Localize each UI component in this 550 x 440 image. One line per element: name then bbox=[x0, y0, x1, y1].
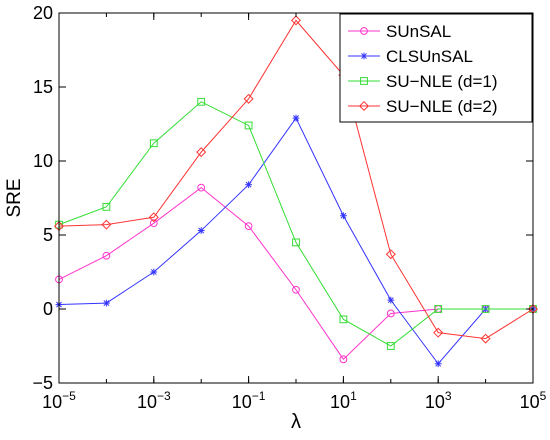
legend-item: CLSUnSAL bbox=[348, 47, 473, 66]
data-point bbox=[290, 15, 302, 26]
data-point bbox=[434, 305, 443, 313]
data-point bbox=[103, 299, 110, 307]
series-layer bbox=[53, 15, 539, 368]
legend-swatch-marker bbox=[360, 77, 368, 85]
x-tick-label: 10−1 bbox=[232, 389, 266, 412]
axes-layer: 10−5 10−3 10−1 101 103 105 −5 0 5 10 15 20 bbox=[32, 3, 546, 412]
legend-label: SUnSAL bbox=[386, 22, 451, 41]
legend-label: SU−NLE (d=2) bbox=[386, 97, 498, 116]
legend-item: SU−NLE (d=1) bbox=[348, 72, 498, 91]
x-tick-label: 105 bbox=[520, 389, 547, 412]
data-point bbox=[197, 97, 206, 106]
y-axis-label: SRE bbox=[4, 178, 25, 217]
legend-item: SU−NLE (d=2) bbox=[348, 97, 498, 116]
data-point bbox=[481, 305, 490, 313]
data-point bbox=[386, 342, 395, 350]
data-point bbox=[243, 93, 254, 104]
data-point bbox=[292, 285, 300, 294]
x-tick-label: 10−5 bbox=[42, 389, 76, 412]
series-line bbox=[58, 19, 534, 340]
series-4 bbox=[53, 15, 539, 344]
data-point bbox=[101, 219, 112, 230]
y-tick-label: −5 bbox=[32, 373, 53, 393]
y-tick-label: 10 bbox=[33, 151, 53, 171]
y-tick-label: 20 bbox=[33, 3, 53, 23]
data-point bbox=[433, 327, 444, 338]
data-point bbox=[340, 212, 347, 220]
data-point bbox=[339, 315, 348, 324]
data-point bbox=[150, 268, 158, 276]
data-point bbox=[102, 251, 111, 260]
data-point bbox=[245, 181, 252, 189]
data-point bbox=[102, 202, 111, 211]
x-tick-label: 10−3 bbox=[137, 389, 171, 412]
data-point bbox=[434, 360, 442, 368]
x-tick-label: 103 bbox=[425, 389, 452, 412]
data-point bbox=[386, 309, 395, 318]
legend-label: SU−NLE (d=1) bbox=[386, 72, 498, 91]
data-point bbox=[149, 219, 158, 228]
legend-box bbox=[339, 13, 533, 123]
data-point bbox=[480, 333, 491, 344]
data-point bbox=[292, 114, 300, 122]
data-point bbox=[244, 121, 253, 130]
data-point bbox=[339, 355, 348, 364]
x-tick-label: 101 bbox=[330, 389, 357, 412]
x-axis-label: λ bbox=[291, 411, 301, 433]
data-point bbox=[292, 238, 300, 247]
data-point bbox=[196, 147, 207, 158]
legend-label: CLSUnSAL bbox=[386, 47, 473, 66]
data-point bbox=[149, 139, 158, 148]
y-tick-label: 5 bbox=[43, 225, 53, 245]
legend-item: SUnSAL bbox=[348, 22, 451, 41]
data-point bbox=[387, 296, 395, 304]
y-tick-label: 15 bbox=[33, 77, 53, 97]
data-point bbox=[244, 222, 253, 231]
legend-swatch-marker bbox=[358, 100, 370, 112]
data-point bbox=[197, 183, 206, 192]
data-point bbox=[385, 249, 396, 260]
legend: SUnSAL CLSUnSAL SU−NLE (d=1) SU−NLE (d=2) bbox=[339, 13, 533, 123]
legend-swatch-marker bbox=[360, 52, 368, 60]
y-tick-label: 0 bbox=[43, 299, 53, 319]
data-point bbox=[148, 212, 159, 223]
data-point bbox=[197, 227, 205, 234]
series-line bbox=[58, 101, 533, 347]
legend-swatch-marker bbox=[360, 27, 368, 35]
